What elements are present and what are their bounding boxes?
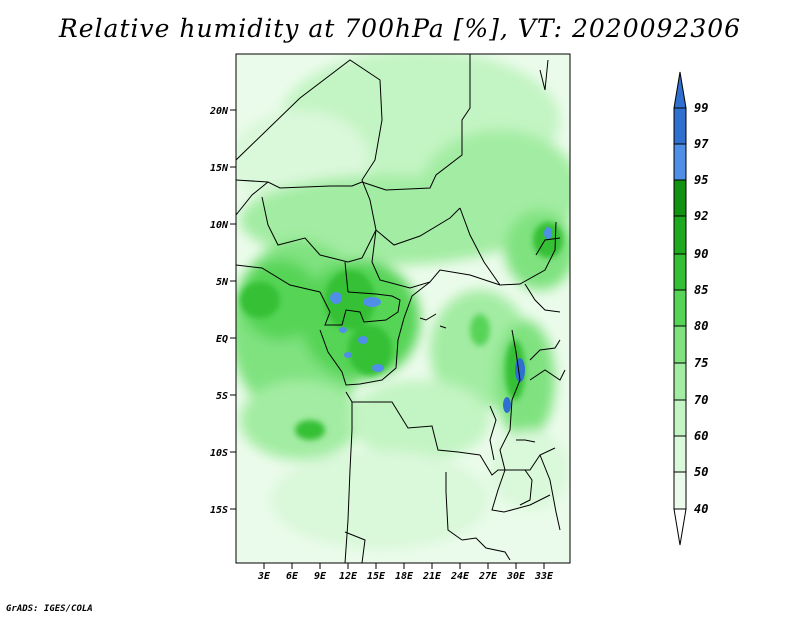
- lon-tick-label: 30E: [506, 571, 526, 582]
- lon-tick-label: 6E: [286, 571, 299, 582]
- lon-tick-label: 9E: [314, 571, 327, 582]
- lon-axis: 3E 6E 9E 12E 15E 18E 21E 24E 27E 30E 33E: [257, 563, 554, 582]
- colorbar-label: 92: [694, 209, 708, 223]
- lat-tick-label: EQ: [216, 334, 228, 345]
- colorbar-bottom-arrow: [673, 508, 687, 546]
- colorbar-top-arrow: [673, 71, 687, 109]
- colorbar: 99 97 95 92 90 85 80 75 70 60 50 40: [673, 71, 709, 546]
- colorbar-label: 75: [694, 356, 708, 370]
- colorbar-label: 85: [694, 283, 708, 297]
- lat-axis: 20N 15N 10N 5N EQ 5S 10S 15S: [209, 106, 236, 516]
- lon-tick-label: 18E: [395, 571, 414, 582]
- lat-tick-label: 15N: [210, 163, 229, 174]
- lat-tick-label: 15S: [210, 505, 228, 516]
- map-title: Relative humidity at 700hPa [%], VT: 202…: [58, 14, 742, 43]
- colorbar-segment: [674, 472, 686, 509]
- colorbar-segment: [674, 363, 686, 400]
- lat-tick-label: 10N: [210, 220, 229, 231]
- colorbar-label: 97: [694, 137, 709, 151]
- colorbar-segment: [674, 254, 686, 290]
- colorbar-segment: [674, 436, 686, 472]
- colorbar-label: 95: [694, 173, 708, 187]
- colorbar-label: 90: [694, 247, 708, 261]
- colorbar-label: 60: [694, 429, 708, 443]
- grads-credit: GrADS: IGES/COLA: [6, 604, 93, 614]
- colorbar-segment: [674, 290, 686, 326]
- lon-tick-label: 24E: [450, 571, 470, 582]
- lat-tick-label: 5S: [216, 391, 228, 402]
- humidity-field: [236, 54, 570, 563]
- colorbar-segment: [674, 216, 686, 254]
- lat-tick-label: 20N: [209, 106, 229, 117]
- colorbar-label: 40: [694, 502, 708, 516]
- map-frame: [235, 53, 571, 564]
- colorbar-label: 99: [694, 101, 708, 115]
- colorbar-label: 50: [694, 465, 708, 479]
- colorbar-segment: [674, 180, 686, 216]
- country-borders: [236, 54, 566, 563]
- lon-tick-label: 15E: [367, 571, 386, 582]
- lon-tick-label: 3E: [257, 571, 271, 582]
- lat-tick-label: 10S: [210, 448, 228, 459]
- colorbar-label: 70: [694, 393, 708, 407]
- saturated-patches: [330, 227, 552, 413]
- colorbar-segment: [674, 326, 686, 363]
- colorbar-segment: [674, 400, 686, 436]
- lon-tick-label: 21E: [422, 571, 442, 582]
- lat-tick-label: 5N: [216, 277, 229, 288]
- colorbar-segment: [674, 144, 686, 180]
- lon-tick-label: 33E: [534, 571, 554, 582]
- lon-tick-label: 27E: [478, 571, 498, 582]
- lon-tick-label: 12E: [339, 571, 358, 582]
- colorbar-label: 80: [694, 319, 708, 333]
- colorbar-segment: [674, 108, 686, 144]
